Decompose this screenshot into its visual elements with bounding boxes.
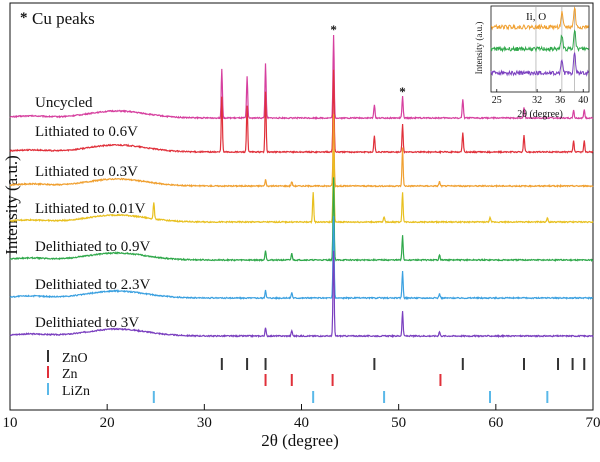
xrd-trace	[9, 34, 594, 120]
x-axis-label: 2θ (degree)	[261, 431, 339, 450]
series-label-lithiated-0-6v: Lithiated to 0.6V	[35, 124, 138, 140]
x-tick-label: 50	[391, 415, 406, 431]
series-label-delithiated-3v: Delithiated to 3V	[35, 315, 139, 331]
series-label-lithiated-0-3v: Lithiated to 0.3V	[35, 164, 138, 180]
xrd-trace	[9, 177, 594, 262]
x-tick-label: 70	[586, 415, 600, 431]
inset-x-tick-label: 25	[492, 95, 502, 106]
series-label-uncycled: Uncycled	[35, 95, 93, 111]
cu-legend-marker: *	[20, 10, 28, 26]
inset-x-tick-label: 32	[532, 95, 542, 106]
cu-legend-label: Cu peaks	[32, 9, 95, 28]
x-tick-label: 20	[100, 415, 115, 431]
cu-peak-star: *	[330, 22, 337, 37]
xrd-traces	[9, 34, 594, 339]
inset-x-tick-label: 36	[555, 95, 565, 106]
series-label-lithiated-0-01v: Lithiated to 0.01V	[35, 201, 146, 217]
inset-x-tick-label: 40	[578, 95, 588, 106]
inset-x-ticks: 25 32 36 40	[492, 89, 588, 106]
xrd-trace	[9, 114, 594, 189]
y-axis-label: Intensity (a.u.)	[2, 155, 21, 255]
reference-patterns	[47, 350, 586, 403]
x-tick-label: 60	[488, 415, 503, 431]
inset-chart: Ii, O Intensity (a.u.) 2θ (degree) 25 32 3…	[474, 5, 590, 120]
series-label-delithiated-2-3v: Delithiated to 2.3V	[35, 277, 151, 293]
cu-peak-star: *	[399, 84, 406, 99]
xrd-trace	[9, 216, 594, 301]
inset-traces	[490, 6, 589, 91]
inset-trace	[490, 29, 589, 53]
xrd-trace	[9, 150, 594, 225]
ref-label-zn: Zn	[62, 367, 78, 382]
inset-x-label: 2θ (degree)	[517, 109, 563, 120]
inset-note: Ii, O	[526, 11, 546, 23]
xrd-trace	[9, 250, 594, 339]
inset-y-label: Intensity (a.u.)	[474, 22, 484, 75]
x-axis-ticks: 10 20 30 40 50 60 70	[3, 404, 600, 431]
cu-peak-markers: **	[330, 22, 405, 99]
x-tick-label: 40	[294, 415, 309, 431]
x-tick-label: 30	[197, 415, 212, 431]
inset-trace	[491, 6, 589, 31]
x-tick-label: 10	[3, 415, 18, 431]
series-label-delithiated-0-9v: Delithiated to 0.9V	[35, 239, 151, 255]
ref-label-zno: ZnO	[62, 351, 88, 366]
inset-trace	[490, 52, 589, 77]
xrd-trace	[9, 69, 594, 155]
ref-label-lizn: LiZn	[62, 384, 90, 399]
